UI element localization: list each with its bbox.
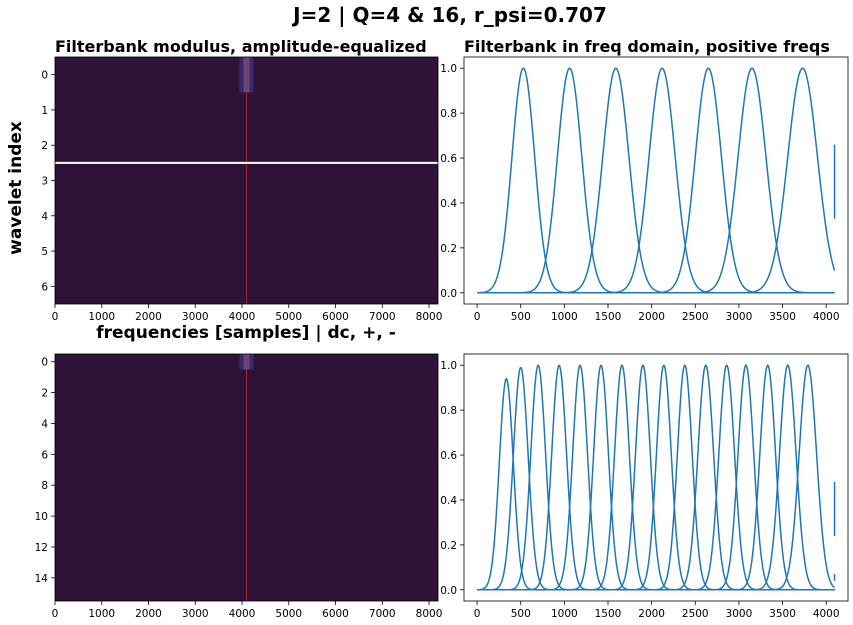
filters-top-ytick-label: 0.8 — [440, 108, 457, 120]
filters-bottom-xtick-label: 0 — [474, 608, 481, 620]
filters-bottom-xtick-label: 1000 — [551, 608, 578, 620]
heatmap-bottom-ytick-label: 8 — [41, 480, 48, 492]
filters-top-filter-line — [477, 67, 835, 294]
filters-top-filter-line — [477, 67, 835, 294]
filters-top-xtick-label: 500 — [511, 311, 531, 323]
filters-bottom-ytick-label: 0.0 — [440, 585, 457, 597]
filters-bottom-xtick-label: 1500 — [595, 608, 622, 620]
heatmap-bottom-ytick-label: 14 — [35, 573, 49, 585]
x-axis-label: frequencies [samples] | dc, +, - — [96, 323, 396, 343]
heatmap-bottom-ytick-label: 2 — [41, 388, 48, 400]
heatmap-bottom-ytick-label: 6 — [41, 449, 48, 461]
heatmap-top-xtick-label: 5000 — [275, 311, 302, 323]
filters-top-ytick-label: 0.2 — [440, 243, 457, 255]
heatmap-bottom-frame — [54, 353, 439, 602]
heatmap-top-xtick-label: 4000 — [229, 311, 256, 323]
plot-panels: 0 1000 2000 3000 4000 5000 6000 7000 80000123456… — [35, 56, 849, 620]
filters-top-ytick-label: 0.6 — [440, 153, 457, 165]
filters-top-xtick-label: 2500 — [682, 311, 709, 323]
heatmap-top-ytick-label: 1 — [41, 105, 48, 117]
filters-bottom-filter-line — [477, 364, 836, 591]
heatmap-bottom-ytick-label: 12 — [35, 542, 48, 554]
filters-bottom-ytick-label: 1.0 — [440, 360, 457, 372]
filters-top-ytick-label: 1.0 — [440, 63, 457, 75]
filters-top-xtick-label: 2000 — [638, 311, 665, 323]
heatmap-bottom-xtick-label: 6000 — [322, 608, 349, 620]
filters-bottom-xtick-label: 3000 — [726, 608, 753, 620]
filters-bottom-filter-line — [477, 364, 835, 591]
filters-bottom-xtick-label: 2000 — [638, 608, 665, 620]
filters-top-ytick-label: 0.0 — [440, 288, 457, 300]
filters-bottom-xtick-label: 2500 — [682, 608, 709, 620]
filters-top-xtick-label: 1500 — [595, 311, 622, 323]
filters-bottom-ytick-label: 0.4 — [440, 495, 457, 507]
filters-top-xtick-label: 1000 — [551, 311, 578, 323]
filters-top-xtick-label: 0 — [474, 311, 481, 323]
filters-bottom-ytick-label: 0.6 — [440, 450, 457, 462]
heatmap-top-xtick-label: 0 — [52, 311, 59, 323]
heatmap-top-xtick-label: 8000 — [416, 311, 443, 323]
heatmap-bottom-ytick-label: 0 — [41, 357, 48, 369]
filters-bottom-ytick-label: 0.8 — [440, 405, 457, 417]
heatmap-top-ytick-label: 0 — [41, 70, 48, 82]
heatmap-bottom-ytick-label: 4 — [41, 418, 48, 430]
heatmap-top-xtick-label: 6000 — [322, 311, 349, 323]
heatmap-top-ytick-label: 3 — [41, 176, 48, 188]
heatmap-bottom-xtick-label: 3000 — [182, 608, 209, 620]
filters-top-filter-line — [477, 67, 835, 294]
heatmap-top-ytick-label: 6 — [41, 281, 48, 293]
filters-bottom-xtick-label: 500 — [511, 608, 531, 620]
filters-bottom-ytick-label: 0.2 — [440, 540, 457, 552]
filters-top-filter-line — [477, 67, 835, 294]
heatmap-bottom-ytick-label: 10 — [35, 511, 48, 523]
filters-top-xtick-label: 4000 — [813, 311, 840, 323]
heatmap-bottom-xtick-label: 8000 — [416, 608, 443, 620]
filters-top-filter-line — [477, 67, 836, 294]
filters-top-xtick-label: 3500 — [769, 311, 796, 323]
filters-bottom-xtick-label: 3500 — [769, 608, 796, 620]
filters-bottom-filter-line — [477, 377, 835, 591]
heatmap-bottom-xtick-label: 7000 — [369, 608, 396, 620]
heatmap-bottom-xtick-label: 1000 — [88, 608, 115, 620]
heatmap-bottom-xtick-label: 2000 — [135, 608, 162, 620]
heatmap-top-xtick-label: 3000 — [182, 311, 209, 323]
filters-top-ytick-label: 0.4 — [440, 198, 457, 210]
y-axis-label: wavelet index — [6, 121, 26, 255]
left-panel-title: Filterbank modulus, amplitude-equalized — [55, 37, 427, 56]
heatmap-top-xtick-label: 2000 — [135, 311, 162, 323]
heatmap-bottom-xtick-label: 0 — [52, 608, 59, 620]
filters-top-frame — [463, 56, 849, 305]
filters-bottom-filter-line — [477, 366, 835, 591]
heatmap-top-xtick-label: 1000 — [88, 311, 115, 323]
filters-top-xtick-label: 3000 — [726, 311, 753, 323]
right-panel-title: Filterbank in freq domain, positive freq… — [464, 37, 830, 56]
heatmap-bottom-xtick-label: 5000 — [275, 608, 302, 620]
heatmap-top-ytick-label: 5 — [41, 246, 48, 258]
heatmap-bottom-xtick-label: 4000 — [229, 608, 256, 620]
heatmap-top-xtick-label: 7000 — [369, 311, 396, 323]
heatmap-top-ytick-label: 2 — [41, 140, 48, 152]
filters-top-filter-line — [477, 67, 835, 294]
figure-suptitle: J=2 | Q=4 & 16, r_psi=0.707 — [291, 3, 607, 27]
heatmap-top-ytick-label: 4 — [41, 211, 48, 223]
filters-top-filter-line — [477, 67, 835, 294]
filters-bottom-frame — [463, 353, 849, 602]
filters-bottom-xtick-label: 4000 — [813, 608, 840, 620]
